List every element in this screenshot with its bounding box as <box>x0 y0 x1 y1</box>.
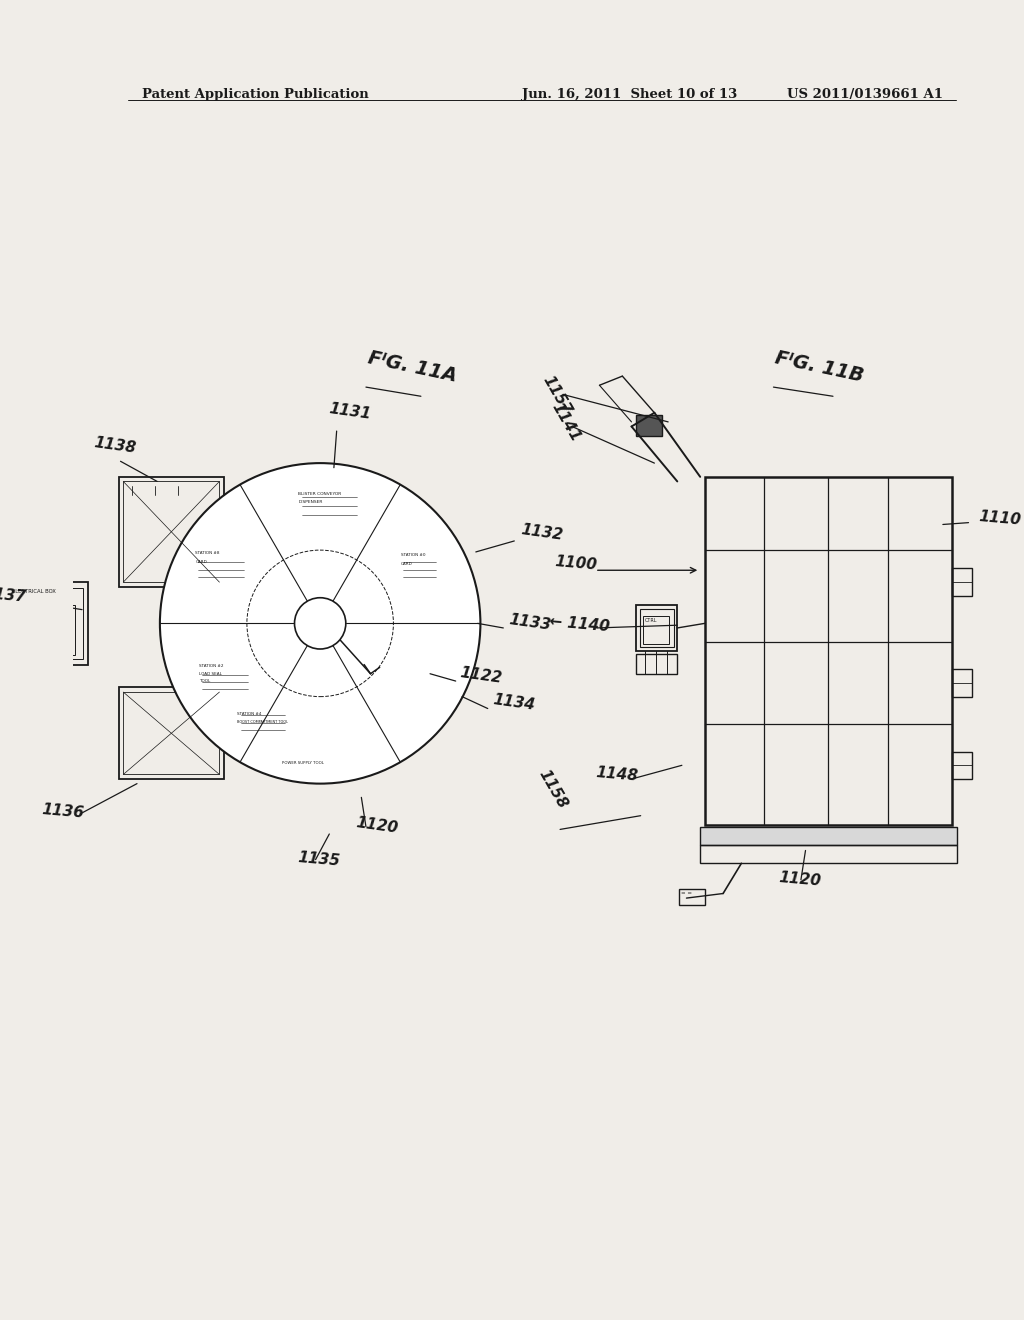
Bar <box>399 672 455 698</box>
Text: US 2011/0139661 A1: US 2011/0139661 A1 <box>786 87 943 100</box>
Bar <box>636 653 677 673</box>
Bar <box>389 717 399 735</box>
Bar <box>374 717 384 735</box>
Bar <box>399 549 439 582</box>
Text: CARD: CARD <box>196 560 207 564</box>
Bar <box>700 845 956 863</box>
Bar <box>18 638 37 651</box>
Text: 1157: 1157 <box>540 374 574 417</box>
Text: 1137: 1137 <box>0 586 27 605</box>
Bar <box>119 477 224 586</box>
Text: CARD: CARD <box>401 561 413 565</box>
Bar <box>286 734 296 751</box>
Text: 1131: 1131 <box>328 401 372 422</box>
Bar <box>279 727 361 758</box>
Text: 1100: 1100 <box>554 554 597 573</box>
Bar <box>15 605 75 656</box>
Text: 1158: 1158 <box>536 767 569 810</box>
Text: 1148: 1148 <box>595 766 639 784</box>
Bar <box>4 582 88 664</box>
Text: POWER SUPPLY TOOL: POWER SUPPLY TOOL <box>282 760 324 764</box>
Bar <box>340 734 350 751</box>
Bar <box>636 416 662 436</box>
Text: FᴵG. 11A: FᴵG. 11A <box>366 348 459 385</box>
Bar <box>705 477 952 825</box>
Text: 1120: 1120 <box>778 870 821 888</box>
Text: = =: = = <box>681 891 692 896</box>
Bar <box>236 708 291 737</box>
Text: STATION #0: STATION #0 <box>401 553 426 557</box>
Text: ELECTRICAL BOX: ELECTRICAL BOX <box>11 590 55 594</box>
Bar <box>9 587 83 659</box>
Text: 1133: 1133 <box>508 611 552 632</box>
Bar <box>640 609 674 647</box>
Bar <box>312 734 323 751</box>
Text: BOOST COMPARTMENT TOOL: BOOST COMPARTMENT TOOL <box>238 719 289 723</box>
Text: 1134: 1134 <box>493 693 537 713</box>
Text: TOOL: TOOL <box>200 680 211 684</box>
Text: 1110: 1110 <box>978 508 1021 527</box>
Bar <box>952 569 972 595</box>
Bar <box>295 486 365 523</box>
Bar <box>327 734 337 751</box>
Bar <box>422 676 433 694</box>
Bar <box>198 660 254 694</box>
Text: BLISTER CONVEYOR: BLISTER CONVEYOR <box>298 491 341 495</box>
Text: 1141: 1141 <box>549 400 584 445</box>
Text: ← 1140: ← 1140 <box>549 614 610 635</box>
Text: 1138: 1138 <box>93 436 137 455</box>
Bar <box>643 616 669 644</box>
Bar <box>436 676 447 694</box>
Text: CTRL: CTRL <box>645 618 657 623</box>
Text: LOAD SEAL: LOAD SEAL <box>200 672 222 676</box>
Text: STATION #2: STATION #2 <box>200 664 224 668</box>
Bar <box>350 711 409 741</box>
Text: FᴵG. 11B: FᴵG. 11B <box>773 348 865 385</box>
Text: Jun. 16, 2011  Sheet 10 of 13: Jun. 16, 2011 Sheet 10 of 13 <box>521 87 737 100</box>
Text: 1122: 1122 <box>460 665 504 685</box>
Bar <box>952 751 972 779</box>
Bar <box>700 826 956 845</box>
Bar <box>194 548 249 582</box>
Text: STATION #4: STATION #4 <box>238 711 262 715</box>
Text: 1132: 1132 <box>520 521 564 543</box>
Text: 1136: 1136 <box>41 801 85 820</box>
Bar <box>679 888 705 906</box>
Text: Patent Application Publication: Patent Application Publication <box>141 87 369 100</box>
Bar <box>123 482 219 582</box>
Text: STATION #8: STATION #8 <box>196 552 220 556</box>
Bar <box>23 640 34 648</box>
Text: DISPENSER: DISPENSER <box>298 500 323 504</box>
Bar <box>119 688 224 779</box>
Bar <box>123 692 219 775</box>
Bar <box>952 669 972 697</box>
Circle shape <box>160 463 480 784</box>
Text: 1135: 1135 <box>297 850 341 869</box>
Text: 1120: 1120 <box>355 814 399 836</box>
Bar <box>636 605 677 651</box>
Bar <box>408 676 418 694</box>
Bar <box>299 734 309 751</box>
Bar <box>46 638 65 651</box>
Bar <box>357 717 369 735</box>
Circle shape <box>295 598 346 649</box>
Bar <box>50 640 61 648</box>
